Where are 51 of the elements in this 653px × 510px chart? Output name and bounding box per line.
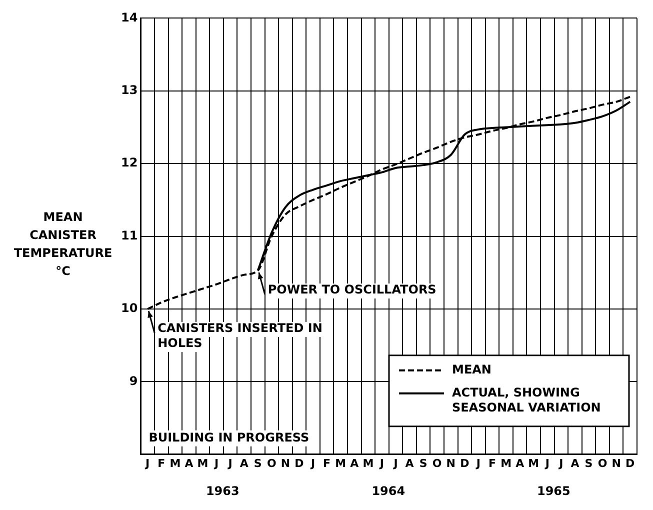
y-tick-label: 14 <box>120 10 138 24</box>
annotation: CANISTERS INSERTED IN HOLES <box>158 321 322 350</box>
x-tick-label: A <box>405 456 414 470</box>
x-tick-label: D <box>460 456 470 470</box>
legend-label: ACTUAL, SHOWING SEASONAL VARIATION <box>452 386 601 415</box>
x-tick-label: J <box>144 456 150 470</box>
y-tick-label: 13 <box>120 83 138 98</box>
y-axis-title: MEAN CANISTER TEMPERATURE °C <box>12 209 114 280</box>
x2-tick-label: 1964 <box>372 484 406 498</box>
x-tick-label: J <box>544 456 550 470</box>
x-tick-label: M <box>528 456 540 470</box>
x-tick-label: F <box>323 456 331 470</box>
x-tick-label: A <box>570 456 580 470</box>
x-tick-label: D <box>626 456 635 470</box>
x-tick-label: J <box>213 456 219 470</box>
x-tick-label: F <box>158 456 166 470</box>
x-tick-label: O <box>598 456 608 470</box>
x-tick-label: M <box>500 456 512 470</box>
x-tick-label: A <box>240 456 249 470</box>
x-tick-label: N <box>280 456 290 470</box>
x-tick-label: F <box>488 456 496 470</box>
x-tick-label: M <box>197 456 208 470</box>
x-tick-label: J <box>392 456 398 470</box>
annotation: BUILDING IN PROGRESS <box>148 430 310 445</box>
x-tick-label: S <box>584 456 593 470</box>
x-tick-label: N <box>446 456 456 470</box>
x-tick-label: S <box>419 456 428 470</box>
x-tick-label: D <box>294 456 304 470</box>
x-tick-label: N <box>612 456 621 470</box>
x-tick-label: A <box>516 456 525 470</box>
x-tick-label: A <box>350 456 360 470</box>
y-tick-label: 10 <box>120 301 138 316</box>
x-tick-label: J <box>310 456 316 470</box>
x-tick-label: M <box>335 456 346 470</box>
y-tick-label: 9 <box>129 374 138 388</box>
x2-tick-label: 1965 <box>536 484 570 498</box>
x-tick-label: M <box>170 456 181 470</box>
x-tick-label: O <box>266 456 276 470</box>
x-tick-label: A <box>184 456 194 470</box>
annotation: POWER TO OSCILLATORS <box>268 282 436 297</box>
x-tick-label: O <box>432 456 442 470</box>
x-tick-label: J <box>378 456 384 470</box>
legend-label: MEAN <box>452 362 492 377</box>
y-tick-label: 11 <box>120 228 138 242</box>
x-tick-label: J <box>475 456 481 470</box>
x-tick-label: M <box>362 456 374 470</box>
y-tick-label: 12 <box>120 156 138 170</box>
x-tick-label: J <box>227 456 232 470</box>
x-tick-label: S <box>254 456 262 470</box>
x2-tick-label: 1963 <box>206 484 240 498</box>
x-tick-label: J <box>558 456 564 470</box>
